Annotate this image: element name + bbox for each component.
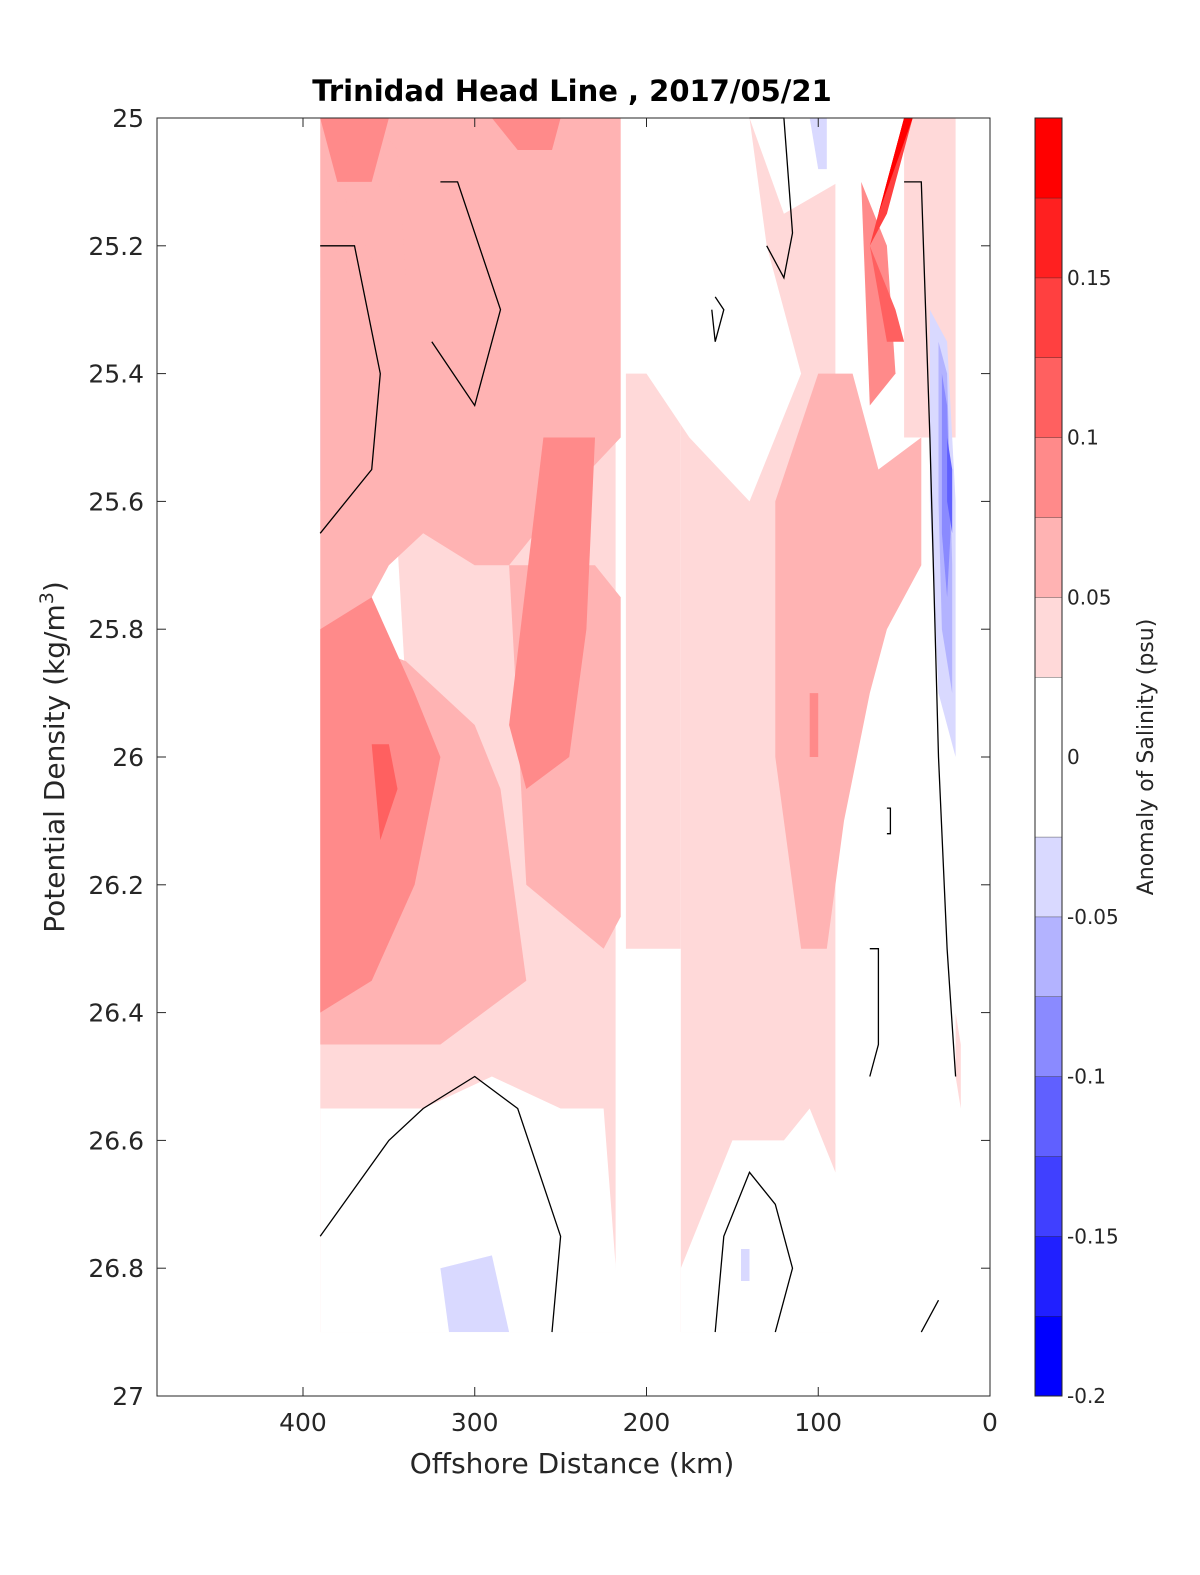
anomaly-region-15 [741,1249,750,1281]
zero-contour-1 [431,181,502,408]
zero-contour-0 [319,245,381,534]
x-tick-label: 0 [982,1408,998,1437]
x-tick-label: 100 [794,1408,842,1437]
anomaly-region-9 [680,1108,862,1333]
anomaly-region-34 [941,373,951,598]
x-tick-label: 300 [451,1408,499,1437]
x-tick-label: 400 [279,1408,327,1437]
anomaly-region-27 [371,744,398,841]
colorbar-swatch-3 [1035,1076,1062,1157]
colorbar-frame [1034,117,1063,1397]
zero-contour-9 [920,1299,940,1333]
y-tick-label: 25.6 [88,487,144,516]
zero-contour-6 [869,948,880,1077]
y-tick-label: 25.4 [88,360,144,389]
colorbar-swatch-7 [1035,677,1062,837]
colorbar-swatch-9 [1035,517,1062,598]
y-tick-label: 27 [112,1382,144,1411]
colorbar-tick-label: -0.2 [1067,1384,1106,1408]
colorbar-tick-label: -0.1 [1067,1065,1106,1089]
x-tick-label: 200 [623,1408,671,1437]
colorbar-tick-label: 0.05 [1067,585,1112,609]
y-tick-label: 25 [112,104,144,133]
colorbar [1035,117,1062,1396]
colorbar-swatch-14 [1035,118,1062,198]
colorbar-swatch-13 [1035,197,1062,278]
anomaly-region-35 [947,437,953,534]
y-tick-label: 26.2 [88,871,144,900]
y-tick-label: 26.4 [88,999,144,1028]
colorbar-swatch-5 [1035,916,1062,997]
colorbar-tick-label: 0 [1067,745,1080,769]
anomaly-region-23 [320,118,389,182]
colorbar-tick-label: -0.15 [1067,1224,1119,1248]
colorbar-swatch-8 [1035,597,1062,678]
y-axis-label: Potential Density (kg/m3) [36,581,71,933]
zero-contour-5 [886,807,892,835]
y-tick-label: 26 [112,743,144,772]
chart-title: Trinidad Head Line , 2017/05/21 [312,74,832,108]
y-axis: 25 25.2 25.4 25.6 25.8 26 26.2 26.4 26.6 26.8 27 [88,104,990,1411]
y-tick-label: 26.8 [88,1254,144,1283]
y-tick-label: 25.2 [88,232,144,261]
anomaly-region-8 [320,1076,621,1333]
colorbar-swatch-12 [1035,277,1062,358]
anomaly-region-14 [440,1255,510,1333]
x-axis: 400 300 200 100 0 [279,118,998,1437]
anomaly-region-10 [835,693,956,1333]
anomaly-region-22 [509,437,595,789]
anomaly-region-19 [775,373,922,949]
colorbar-swatch-1 [1035,1236,1062,1317]
colorbar-tick-label: -0.05 [1067,905,1119,929]
colorbar-tick-label: 0.1 [1067,426,1099,450]
anomaly-region-28 [869,245,905,342]
colorbar-swatch-10 [1035,437,1062,518]
colorbar-label: Anomaly of Salinity (psu) [1134,619,1159,896]
contour-fill-layer [320,118,961,1333]
anomaly-region-31 [878,118,913,214]
zero-contour-4 [904,181,957,1077]
colorbar-swatch-2 [1035,1156,1062,1237]
zero-contour-8 [714,1171,794,1333]
x-axis-label: Offshore Distance (km) [410,1447,735,1480]
zero-contour-layer [319,117,957,1333]
colorbar-tick-label: 0.15 [1067,266,1112,290]
anomaly-region-26 [809,693,819,757]
y-tick-label: 26.6 [88,1126,144,1155]
colorbar-ticks: -0.2 -0.15 -0.1 -0.05 0 0.05 0.1 0.15 [1067,266,1119,1408]
zero-contour-7 [319,1075,562,1333]
colorbar-swatch-6 [1035,836,1062,917]
anomaly-region-3 [625,373,681,949]
colorbar-swatch-4 [1035,996,1062,1077]
colorbar-swatch-0 [1035,1316,1062,1396]
anomaly-region-29 [869,118,913,246]
zero-contour-3 [711,296,725,342]
anomaly-region-13 [809,118,827,170]
anomaly-region-36 [955,1012,961,1109]
colorbar-swatch-11 [1035,357,1062,438]
anomaly-region-24 [491,118,561,150]
y-tick-label: 25.8 [88,615,144,644]
